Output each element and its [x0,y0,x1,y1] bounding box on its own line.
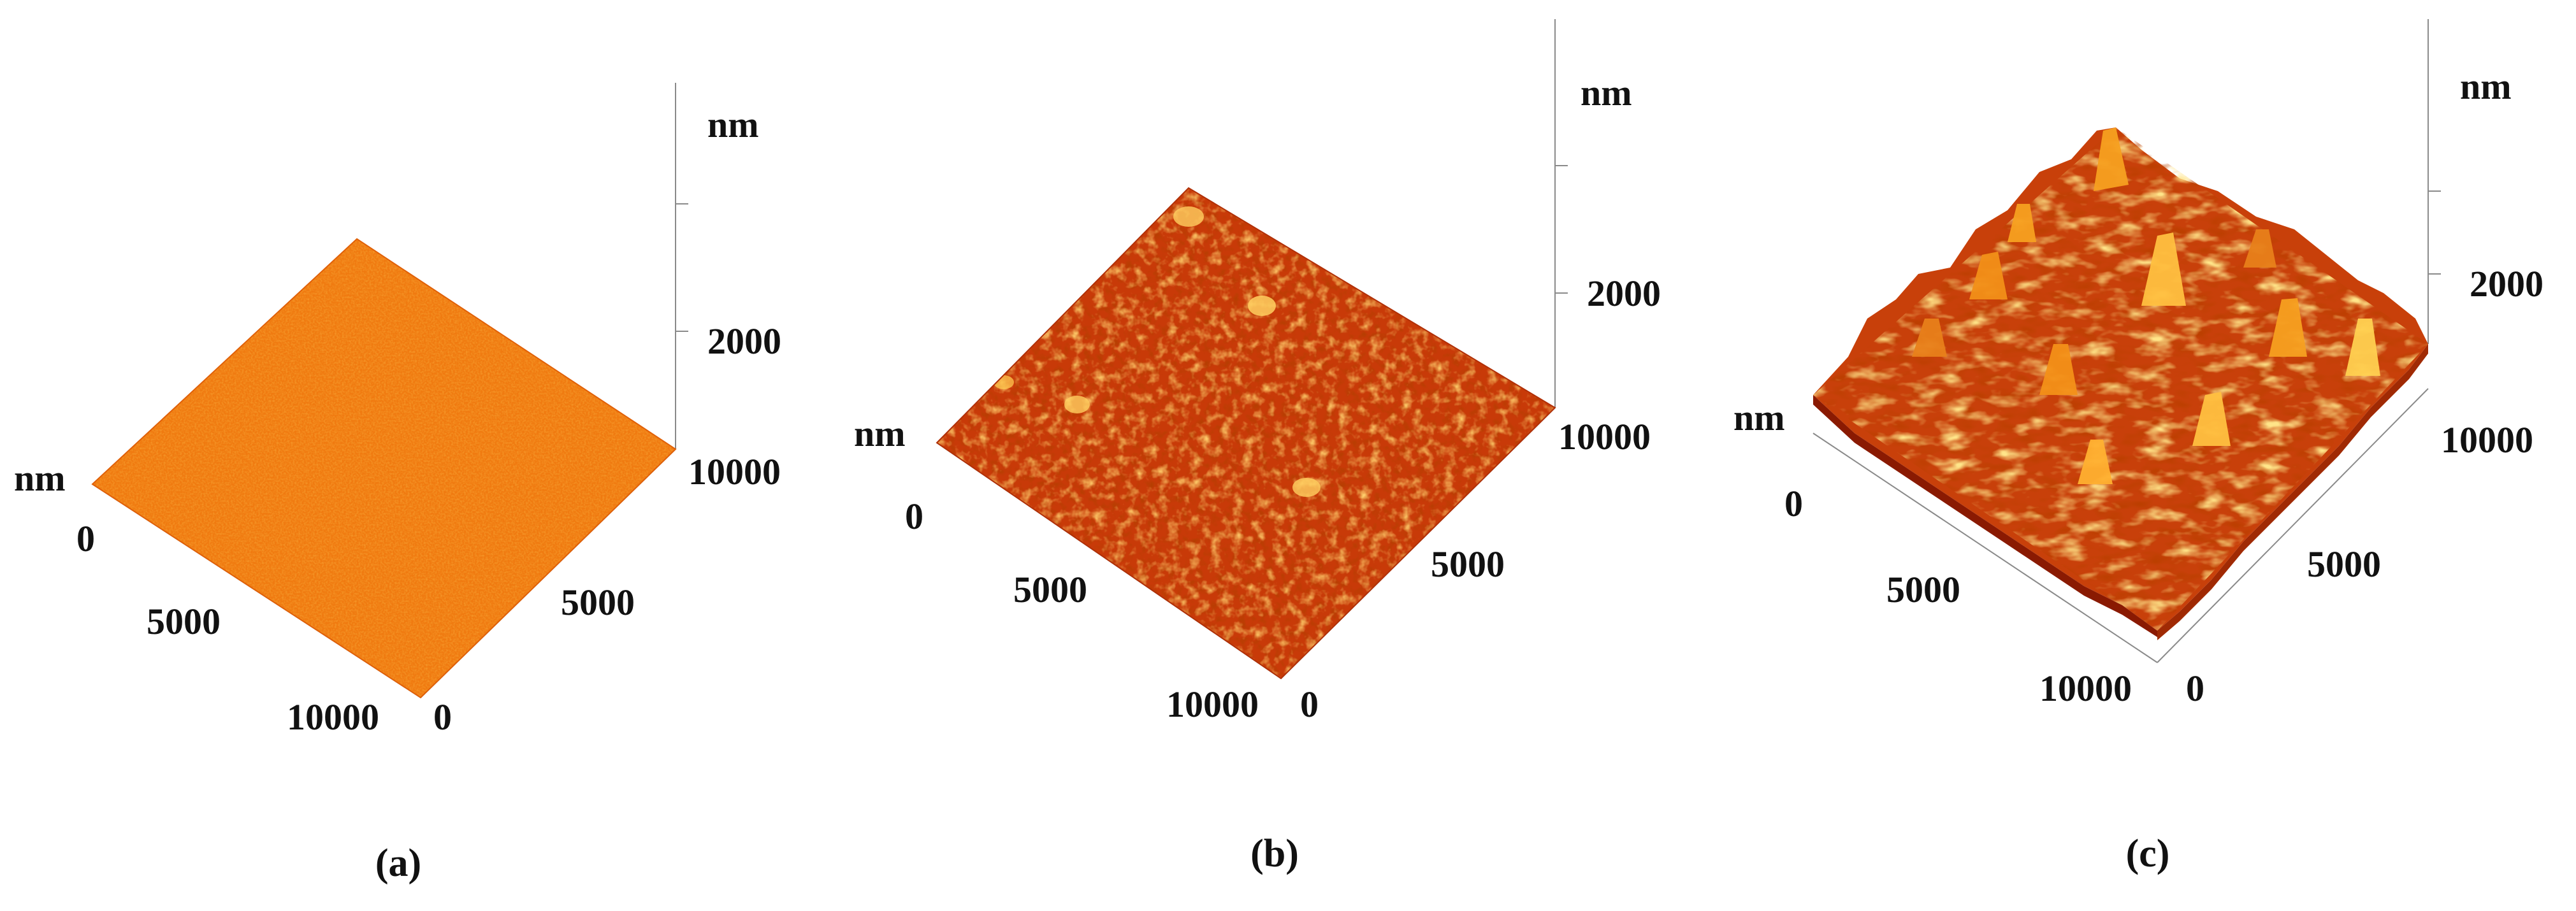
panel-b-x-tick-max: 10000 [1166,684,1259,725]
panel-b-y-tick-min: 0 [1300,684,1319,725]
panel-a-x-tick-min: 0 [76,518,95,559]
panel-c: nm 2000 10000 5000 0 nm 0 5000 10000 (c) [1733,19,2543,875]
panel-b-caption: (b) [1250,832,1299,875]
panel-c-x-axis [1813,433,2158,663]
panel-a-x-tick-max: 10000 [287,696,379,738]
panel-a: nm 2000 10000 5000 0 nm 0 5000 10000 (a) [14,83,781,885]
panel-b: nm 2000 10000 5000 0 nm 0 5000 10000 (b) [854,19,1661,875]
panel-a-xy-unit: nm [14,457,66,499]
panel-c-y-tick-min: 0 [2186,668,2204,709]
panel-b-x-tick-min: 0 [905,496,923,537]
panel-c-caption: (c) [2126,832,2170,875]
panel-a-z-unit: nm [707,104,759,145]
panel-b-xy-unit: nm [854,413,906,454]
panel-c-y-tick-mid: 5000 [2307,543,2381,585]
panel-b-x-tick-mid: 5000 [1013,569,1087,610]
panel-c-x-tick-min: 0 [1784,483,1803,524]
panel-c-x-tick-max: 10000 [2039,668,2132,709]
panel-c-y-axis [2157,388,2429,663]
panel-c-z-unit: nm [2460,66,2512,107]
panel-a-z-tick: 2000 [707,320,781,362]
panel-a-y-tick-max: 10000 [688,451,781,492]
panel-a-caption: (a) [375,842,421,885]
panel-a-y-tick-mid: 5000 [561,582,635,623]
panel-c-x-tick-mid: 5000 [1886,569,1960,610]
panel-c-xy-unit: nm [1733,397,1785,438]
panel-a-x-tick-mid: 5000 [147,601,221,642]
panel-c-z-tick: 2000 [2470,263,2543,305]
panel-a-y-tick-min: 0 [433,696,452,738]
panel-b-z-unit: nm [1581,72,1632,113]
panel-c-y-tick-max: 10000 [2441,419,2533,461]
panel-b-y-tick-mid: 5000 [1431,543,1505,585]
panel-b-y-tick-max: 10000 [1558,416,1651,457]
panel-b-z-tick: 2000 [1587,273,1661,314]
